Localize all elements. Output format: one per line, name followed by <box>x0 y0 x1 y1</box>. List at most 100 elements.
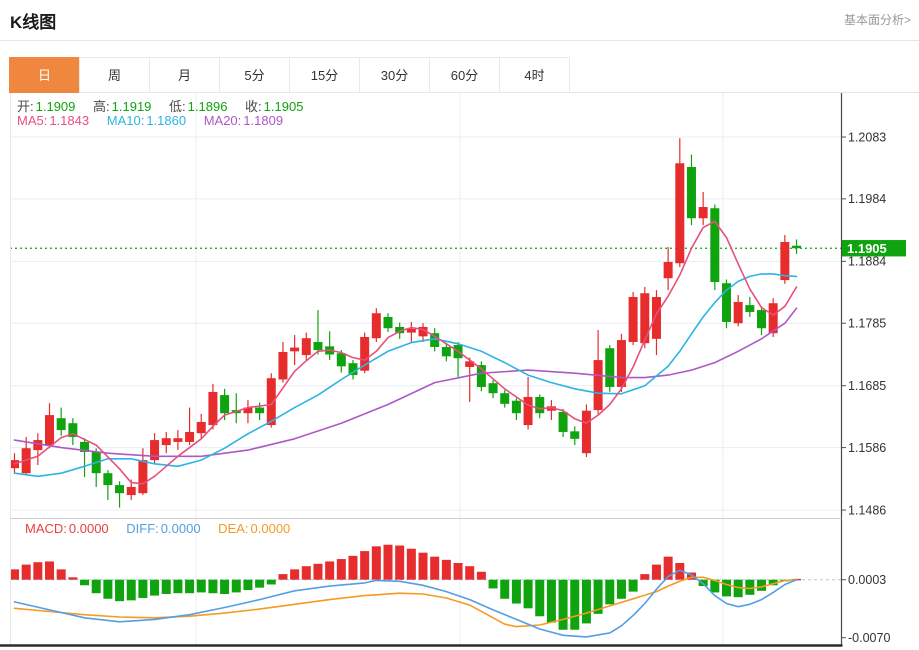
macd-bar <box>488 579 498 589</box>
macd-bar <box>406 548 416 580</box>
candle-body <box>68 423 78 437</box>
tab-30分[interactable]: 30分 <box>359 57 430 93</box>
ma-readout: MA5: 1.1843 MA10: 1.1860 MA20: 1.1809 <box>17 113 297 128</box>
price-tick-label: 1.2083 <box>848 130 886 144</box>
macd-bar <box>220 579 230 595</box>
candle-body <box>441 346 451 357</box>
candle-body <box>150 440 160 461</box>
candle-body <box>570 431 580 439</box>
ma20-line <box>13 307 798 458</box>
diff-line <box>13 569 798 638</box>
close-readout: 收: 1.1905 <box>245 99 304 114</box>
macd-bar <box>383 544 393 580</box>
macd-bar <box>453 563 463 580</box>
tab-60分[interactable]: 60分 <box>429 57 500 93</box>
macd-bar <box>45 561 55 580</box>
macd-bar <box>523 579 533 609</box>
dea-value-readout: DEA: 0.0000 <box>218 521 291 536</box>
candle-body <box>651 296 661 339</box>
macd-bar <box>675 563 685 580</box>
candle-body <box>500 393 510 404</box>
macd-bar <box>465 566 475 580</box>
fundamental-analysis-link[interactable]: 基本面分析> <box>843 13 911 27</box>
macd-bar <box>115 579 125 602</box>
diff-value-readout: DIFF: 0.0000 <box>126 521 201 536</box>
macd-bar <box>231 579 241 593</box>
current-price-label: 1.1905 <box>842 240 906 257</box>
candle-body <box>430 333 440 347</box>
macd-bar <box>360 551 370 580</box>
macd-bar <box>91 579 101 594</box>
macd-bar <box>581 579 591 624</box>
chart-borders <box>0 93 843 647</box>
price-tick-label: 1.1785 <box>848 317 886 331</box>
macd-axis-labels: 0.0003 -0.0070 <box>841 573 890 645</box>
macd-bar <box>663 556 673 580</box>
ohlc-readout: 开: 1.1909 高: 1.1919 低: 1.1896 收: 1.1905 <box>17 96 317 115</box>
macd-bar <box>430 556 440 580</box>
candle-body <box>792 245 802 249</box>
open-readout: 开: 1.1909 <box>17 99 76 114</box>
macd-bar <box>185 579 195 594</box>
macd-bar <box>68 577 78 580</box>
candle-body <box>56 418 66 431</box>
macd-bar <box>208 579 218 594</box>
macd-bar <box>535 579 545 617</box>
macd-bar <box>80 579 90 586</box>
macd-bar <box>150 579 160 596</box>
macd-bar <box>570 579 580 630</box>
tab-5分[interactable]: 5分 <box>219 57 290 93</box>
current-price-label-text: 1.1905 <box>847 241 887 256</box>
price-axis-labels: 1.2083 1.1984 1.1884 1.1785 1.1685 1.1586 1.14… <box>841 130 886 517</box>
candle-body <box>115 485 125 494</box>
candle-body <box>757 310 767 329</box>
candle-body <box>395 326 405 334</box>
macd-bar <box>686 572 696 580</box>
page-title: K线图 <box>10 13 57 32</box>
macd-bar <box>745 579 755 595</box>
candle-body <box>511 400 521 414</box>
tab-月[interactable]: 月 <box>149 57 220 93</box>
macd-histogram <box>10 544 802 630</box>
candle-body <box>523 396 533 426</box>
macd-bar <box>138 579 148 598</box>
candle-body <box>721 283 731 322</box>
candle-body <box>313 341 323 351</box>
candle-body <box>360 336 370 371</box>
tab-周[interactable]: 周 <box>79 57 150 93</box>
macd-bar <box>126 579 136 601</box>
macd-bar <box>325 561 335 580</box>
candle-body <box>675 163 685 264</box>
candle-body <box>80 441 90 452</box>
macd-bar <box>757 579 767 591</box>
candle-body <box>745 305 755 312</box>
macd-bar <box>628 579 638 592</box>
tab-15分[interactable]: 15分 <box>289 57 360 93</box>
candle-body <box>710 208 720 282</box>
ma5-line <box>13 220 798 485</box>
macd-bar <box>255 579 265 588</box>
candle-body <box>768 303 778 334</box>
macd-bar <box>196 579 206 593</box>
tab-日[interactable]: 日 <box>9 57 80 93</box>
candle-body <box>628 296 638 342</box>
macd-readout: MACD: 0.0000 DIFF: 0.0000 DEA: 0.0000 <box>25 521 304 536</box>
price-tick-label: 1.1486 <box>848 503 886 517</box>
macd-bar <box>173 579 183 594</box>
macd-bar <box>33 562 43 580</box>
candle-body <box>173 438 183 442</box>
candle-body <box>383 316 393 329</box>
macd-bar <box>768 579 778 586</box>
macd-bar <box>500 579 510 599</box>
macd-bar <box>605 579 615 605</box>
candle-body <box>220 395 230 414</box>
macd-bar <box>733 579 743 598</box>
macd-tick-label: -0.0070 <box>848 631 890 645</box>
macd-value-readout: MACD: 0.0000 <box>25 521 109 536</box>
candle-body <box>126 486 136 496</box>
low-readout: 低: 1.1896 <box>169 99 228 114</box>
candle-body <box>185 431 195 442</box>
candle-body <box>581 410 591 454</box>
tab-4时[interactable]: 4时 <box>499 57 570 93</box>
